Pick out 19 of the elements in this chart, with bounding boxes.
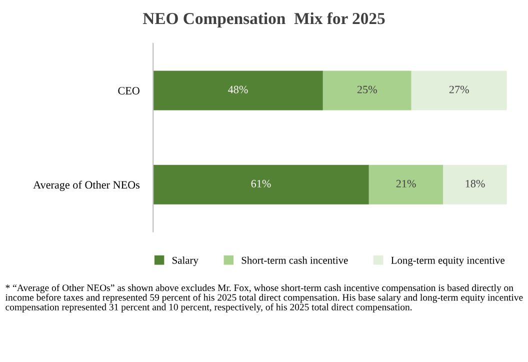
data-label: 61% [251, 180, 271, 188]
y-tick-label: Average of Other NEOs [33, 180, 140, 191]
data-label: 18% [466, 180, 485, 188]
bar [153, 164, 369, 204]
bar [443, 164, 507, 204]
legend-label: Short-term cash incentive [242, 256, 348, 264]
legend-label: Long-term equity incentive [391, 256, 504, 266]
bar [322, 70, 412, 110]
text: * “Average of Other NEOs” as shown above excludes Mr. Fox, whose short-term cash incentive compensation is based directly on income before taxes and represented 59 percent of his 2025 total direct compensation. His base salary and long-term equity incentive compensation represented 31 percent and 10 percent, respectively, of his 2025 total direct compensation. [5, 284, 523, 312]
y-tick-label: CEO [118, 86, 140, 94]
legend-label: Salary [172, 256, 198, 266]
data-label: 27% [449, 86, 469, 94]
bar [153, 70, 323, 110]
data-label: 25% [357, 86, 377, 94]
bar [411, 70, 507, 110]
bar [368, 164, 444, 204]
chart-title: NEO Compensation Mix for 2025 [142, 12, 385, 28]
data-label: 21% [396, 180, 416, 188]
data-label: 48% [228, 86, 248, 94]
